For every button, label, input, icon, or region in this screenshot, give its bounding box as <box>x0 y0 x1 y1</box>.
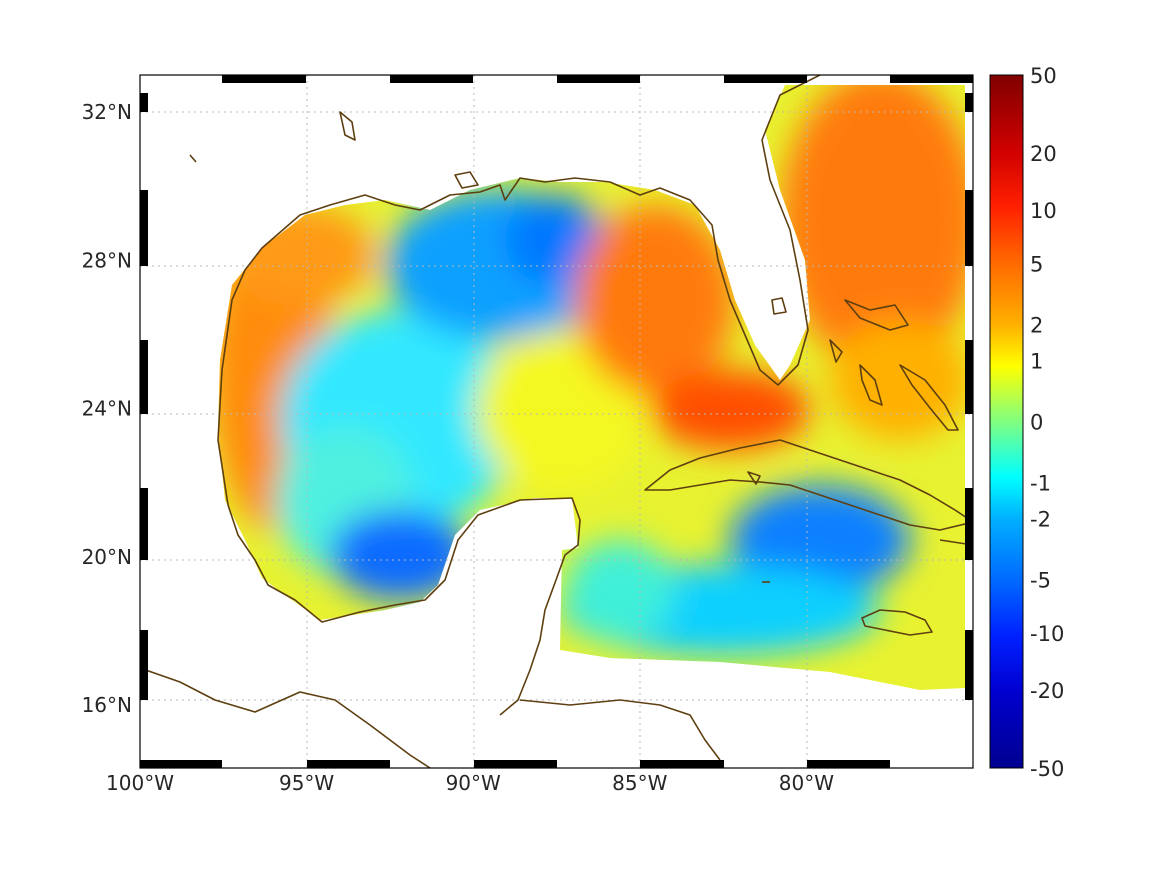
x-tick-label: 100°W <box>106 771 174 795</box>
region-caribbean-west <box>565 540 675 640</box>
colorbar-tick-label: 0 <box>1030 411 1043 435</box>
colorbar-tick-label: 2 <box>1030 314 1043 338</box>
colorbar-tick-label: 20 <box>1030 142 1057 166</box>
map-border-bottom <box>140 760 890 768</box>
colorbar-tick-label: 1 <box>1030 349 1043 373</box>
x-tick-label: 80°W <box>779 771 834 795</box>
x-tick-label: 95°W <box>279 771 334 795</box>
coastline-lake-okeechobee <box>771 297 787 315</box>
coastline-us-gulf <box>217 75 821 506</box>
coastline-bahamas-4 <box>829 339 843 363</box>
coastline-mexico <box>227 497 581 716</box>
coastline-cuba <box>644 439 973 531</box>
colorbar-tick-label: -20 <box>1030 679 1064 703</box>
colorbar-tick-label: -1 <box>1030 472 1051 496</box>
coastline-bahamas-1 <box>844 299 909 331</box>
colorbar-tick-label: 50 <box>1030 64 1057 88</box>
coastline-bahamas-2 <box>859 364 883 406</box>
region-northern-gulf-core <box>505 195 605 285</box>
coastline-honduras <box>519 699 721 761</box>
coastline-lake-1 <box>339 111 356 141</box>
data-field <box>218 85 965 690</box>
coastline-isle-of-youth <box>747 471 761 485</box>
coastline-bahamas-3 <box>899 364 959 431</box>
colorbar-tick-label: -50 <box>1030 757 1064 781</box>
x-axis-labels: 100°W 95°W 90°W 85°W 80°W <box>106 771 834 795</box>
region-bahamas <box>830 320 965 440</box>
map-border-left <box>140 93 148 700</box>
map-border-top <box>222 75 973 83</box>
colorbar-tick-label: -2 <box>1030 507 1051 531</box>
coastline-lake-2 <box>454 171 479 189</box>
colorbar-tick-label: 5 <box>1030 253 1043 277</box>
x-tick-label: 85°W <box>612 771 667 795</box>
y-tick-label: 16°N <box>82 693 132 717</box>
map-border-right <box>965 93 973 700</box>
coastline-jamaica <box>861 609 933 636</box>
region-caribbean-north <box>730 485 910 595</box>
y-tick-label: 28°N <box>82 248 132 272</box>
y-tick-label: 32°N <box>82 100 132 124</box>
colorbar-tick-label: 10 <box>1030 199 1057 223</box>
y-tick-label: 24°N <box>82 397 132 421</box>
colorbar-tick-label: -10 <box>1030 622 1064 646</box>
y-tick-label: 20°N <box>82 545 132 569</box>
colorbar-gradient <box>989 74 1024 769</box>
x-tick-label: 90°W <box>446 771 501 795</box>
region-bay-of-campeche <box>330 510 470 600</box>
y-axis-labels: 16°N 20°N 24°N 28°N 32°N <box>82 100 132 717</box>
region-florida-straits <box>650 370 810 450</box>
map-gridlines <box>140 75 973 768</box>
region-western-gulf-north <box>225 205 375 305</box>
region-eastern-gulf <box>575 205 735 395</box>
coastline-central-america <box>140 667 431 768</box>
coastline-texas-inland-1 <box>189 154 197 163</box>
coastlines <box>140 75 973 768</box>
region-atlantic <box>780 85 965 370</box>
colorbar-tick-label: -5 <box>1030 568 1051 592</box>
